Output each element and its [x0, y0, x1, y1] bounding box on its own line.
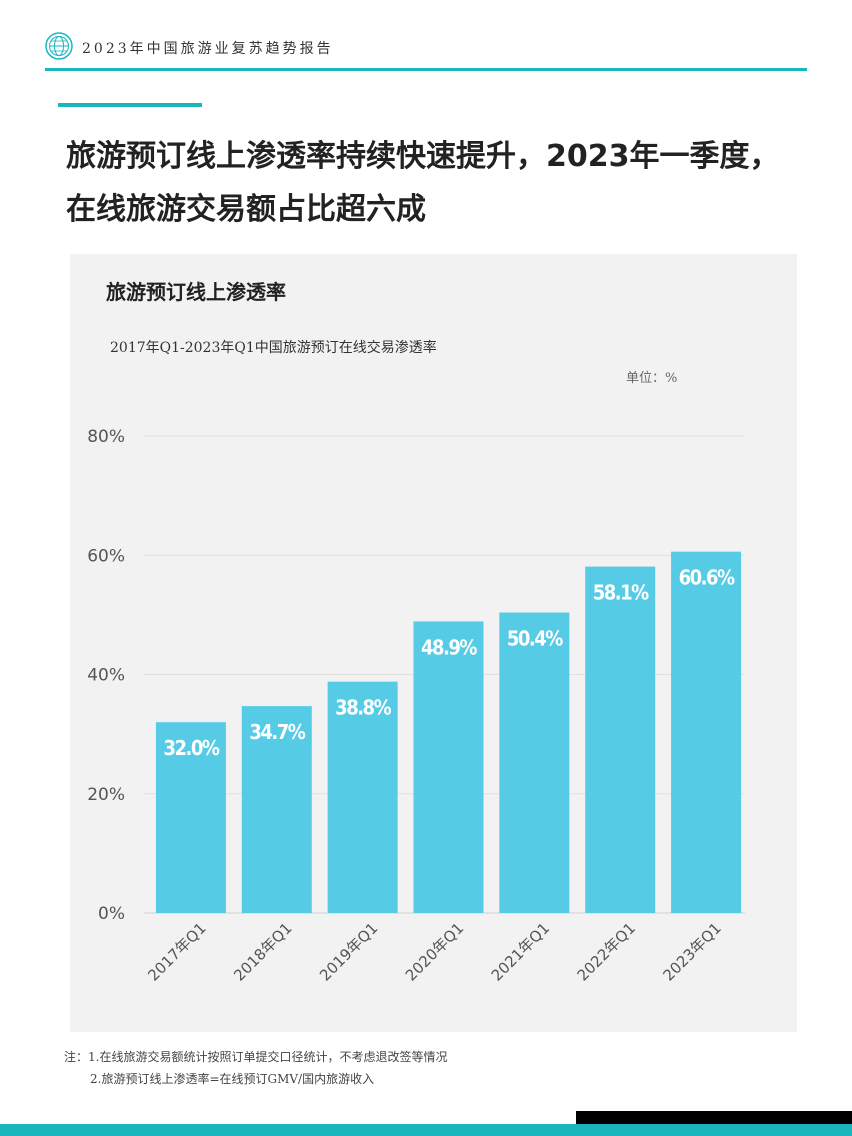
bar-4: [499, 612, 570, 913]
y-tick-label-2: 40%: [87, 666, 125, 686]
bar-chart: 0% 20% 40% 60% 80% 32.0% 2017年Q1 34.7% 2018年Q1 38…: [87, 427, 745, 985]
bar-value-label-1: 34.7%: [249, 720, 305, 744]
bar-value-label-6: 60.6%: [679, 566, 735, 590]
headline-accent-bar: [58, 103, 202, 107]
report-header: 2023年中国旅游业复苏趋势报告: [0, 0, 852, 72]
x-tick-label-4: 2021年Q1: [488, 919, 553, 984]
bar-value-label-2: 38.8%: [335, 696, 391, 720]
x-tick-label-6: 2023年Q1: [659, 919, 724, 984]
header-divider: [45, 68, 807, 71]
bar-value-label-0: 32.0%: [163, 736, 219, 760]
headline-line-2: 在线旅游交易额占比超六成: [66, 192, 426, 227]
footer-bar-teal: [0, 1124, 852, 1136]
chart-title: 2017年Q1-2023年Q1中国旅游预订在线交易渗透率: [110, 340, 437, 356]
bar-value-label-4: 50.4%: [507, 626, 563, 650]
footnote-2: 2.旅游预订线上渗透率=在线预订GMV/国内旅游收入: [90, 1072, 375, 1086]
bar-5: [585, 566, 656, 913]
bar-6: [671, 551, 742, 913]
footnotes: 注：1.在线旅游交易额统计按照订单提交口径统计，不考虑退改签等情况 2.旅游预订…: [64, 1046, 447, 1090]
page-headline: 旅游预订线上渗透率持续快速提升，2023年一季度， 在线旅游交易额占比超六成: [66, 130, 826, 236]
x-tick-label-1: 2018年Q1: [230, 919, 295, 984]
y-tick-label-4: 80%: [87, 427, 125, 447]
y-tick-label-0: 0%: [98, 904, 125, 924]
unit-label: 单位：%: [626, 371, 678, 386]
chart-panel: 旅游预订线上渗透率 2017年Q1-2023年Q1中国旅游预订在线交易渗透率 单…: [70, 254, 797, 1032]
bar-2: [327, 681, 398, 913]
x-tick-label-0: 2017年Q1: [144, 919, 209, 984]
footnote-1: 注：1.在线旅游交易额统计按照订单提交口径统计，不考虑退改签等情况: [64, 1050, 448, 1064]
x-tick-label-3: 2020年Q1: [402, 919, 467, 984]
headline-line-1: 旅游预订线上渗透率持续快速提升，2023年一季度，: [66, 139, 780, 174]
globe-icon: [45, 32, 73, 60]
bar-value-label-5: 58.1%: [593, 581, 649, 605]
report-title: 2023年中国旅游业复苏趋势报告: [82, 41, 334, 57]
y-tick-label-3: 60%: [87, 546, 125, 566]
panel-title: 旅游预订线上渗透率: [106, 280, 286, 304]
x-tick-label-2: 2019年Q1: [316, 919, 381, 984]
bar-3: [413, 621, 484, 913]
x-tick-label-5: 2022年Q1: [574, 919, 639, 984]
y-tick-label-1: 20%: [87, 785, 125, 805]
footer-bar-dark: [576, 1111, 852, 1124]
bar-1: [241, 706, 312, 913]
bar-0: [155, 722, 226, 913]
bar-value-label-3: 48.9%: [421, 635, 477, 659]
